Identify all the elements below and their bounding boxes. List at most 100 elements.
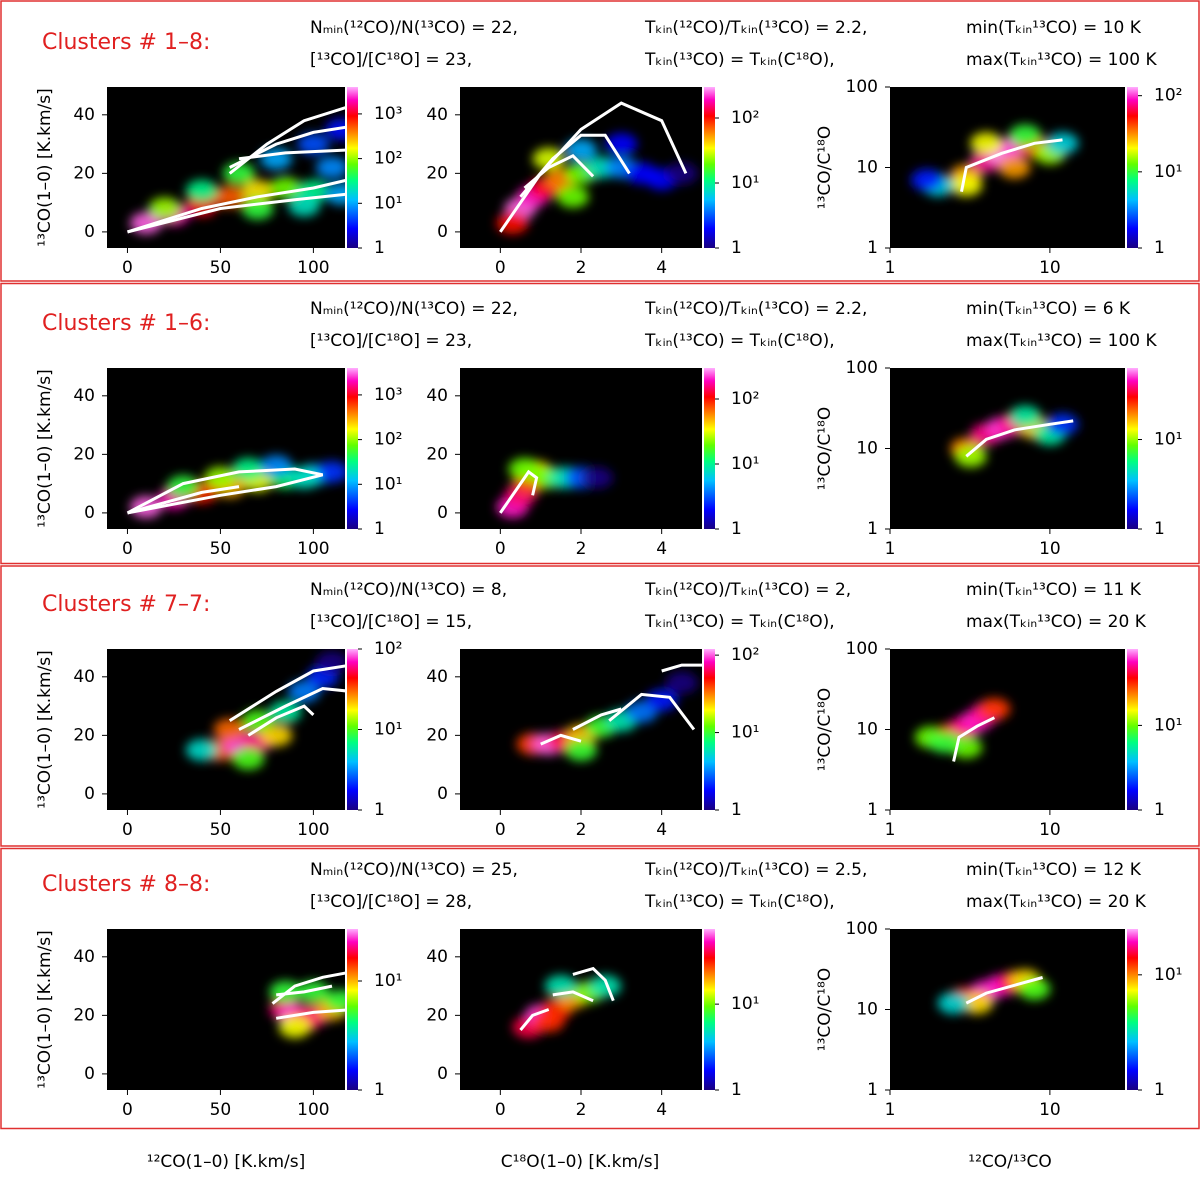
model-curve — [572, 707, 622, 731]
density-cell — [260, 724, 293, 747]
row-param: Tₖᵢₙ(¹²CO)/Tₖᵢₙ(¹³CO) = 2, — [644, 580, 851, 600]
colorbar-tick-label: 1 — [731, 1080, 742, 1100]
model-curve — [127, 192, 345, 234]
y-tick-label: 40 — [426, 947, 448, 967]
density-cell — [496, 212, 529, 235]
row-param: max(Tₖᵢₙ¹³CO) = 20 K — [966, 612, 1147, 632]
y-tick-label: 1 — [867, 1080, 878, 1100]
colorbar-tick-label: 1 — [1154, 519, 1165, 539]
x-tick-label: 4 — [656, 820, 667, 840]
density-cell — [1046, 132, 1079, 155]
colorbar-tick-label: 10² — [731, 108, 759, 128]
row-title: Clusters # 8–8: — [42, 872, 210, 897]
density-cell — [910, 168, 943, 191]
colorbar-tick-label: 10² — [731, 389, 759, 409]
density-cell — [260, 455, 293, 478]
density-cell — [556, 185, 589, 208]
y-axis-label: ¹³CO/C¹⁸O — [815, 126, 835, 210]
y-tick-label: 0 — [84, 1064, 95, 1084]
x-tick-label: 0 — [122, 820, 133, 840]
colorbar-tick-label: 1 — [374, 1080, 385, 1100]
x-tick-label: 100 — [297, 1100, 329, 1120]
row-param: Tₖᵢₙ(¹²CO)/Tₖᵢₙ(¹³CO) = 2.5, — [644, 860, 867, 880]
x-tick-label: 1 — [885, 539, 896, 559]
plot-area — [890, 929, 1125, 1090]
y-tick-label: 40 — [426, 105, 448, 125]
density-cell — [232, 457, 265, 480]
x-tick-label: 0 — [495, 539, 506, 559]
x-tick-label: 1 — [885, 258, 896, 278]
x-tick-label: 0 — [122, 1100, 133, 1120]
x-tick-label: 2 — [576, 820, 587, 840]
y-tick-label: 0 — [437, 503, 448, 523]
colorbar-tick-label: 10¹ — [1154, 162, 1182, 182]
y-tick-label: 0 — [437, 222, 448, 242]
density — [496, 457, 614, 519]
x-axis-label: ¹²CO/¹³CO — [968, 1152, 1052, 1172]
density — [516, 663, 702, 761]
colorbar — [1127, 87, 1138, 248]
x-tick-label: 4 — [656, 258, 667, 278]
colorbar-tick-label: 10¹ — [374, 474, 402, 494]
colorbar-tick-label: 1 — [1154, 800, 1165, 820]
model-curve — [228, 664, 345, 722]
x-tick-label: 10 — [1039, 1100, 1061, 1120]
colorbar-tick-label: 10³ — [374, 104, 402, 124]
density-cell — [960, 992, 993, 1015]
y-tick-label: 100 — [846, 77, 878, 97]
colorbar-tick-label: 10¹ — [1154, 715, 1182, 735]
density-blobs — [269, 980, 345, 1039]
density-cell — [978, 697, 1011, 720]
colorbar-tick-label: 10¹ — [374, 193, 402, 213]
colorbar — [347, 368, 358, 529]
y-tick-label: 20 — [73, 163, 95, 183]
density — [126, 455, 345, 519]
model-curve — [952, 716, 996, 762]
y-tick-label: 0 — [84, 222, 95, 242]
y-tick-label: 40 — [426, 667, 448, 687]
row-param: [¹³CO]/[C¹⁸O] = 28, — [310, 892, 472, 912]
model-curve — [540, 733, 582, 746]
x-tick-label: 2 — [576, 539, 587, 559]
y-tick-label: 1 — [867, 238, 878, 258]
row-param: [¹³CO]/[C¹⁸O] = 15, — [310, 612, 472, 632]
colorbar-tick-label: 10¹ — [374, 971, 402, 991]
density-cell — [970, 132, 1003, 155]
x-tick-label: 0 — [122, 539, 133, 559]
y-tick-label: 0 — [84, 784, 95, 804]
y-tick-label: 10 — [856, 720, 878, 740]
row-param: min(Tₖᵢₙ¹³CO) = 6 K — [966, 299, 1131, 319]
density-cell — [288, 680, 321, 703]
density-cell — [185, 179, 218, 202]
colorbar-tick-label: 10² — [374, 149, 402, 169]
colorbar-tick-label: 1 — [731, 800, 742, 820]
y-axis-label: ¹³CO/C¹⁸O — [815, 968, 835, 1052]
x-tick-label: 100 — [297, 539, 329, 559]
y-axis-label: ¹³CO(1–0) [K.km/s] — [35, 369, 55, 528]
y-tick-label: 100 — [846, 358, 878, 378]
y-tick-label: 1 — [867, 800, 878, 820]
density-cell — [1009, 405, 1042, 428]
colorbar-tick-label: 1 — [374, 800, 385, 820]
y-tick-label: 20 — [426, 725, 448, 745]
density-cell — [589, 975, 622, 998]
y-tick-label: 10 — [856, 439, 878, 459]
y-tick-label: 20 — [73, 725, 95, 745]
density-cell — [532, 1010, 565, 1033]
x-tick-label: 4 — [656, 1100, 667, 1120]
row-param: min(Tₖᵢₙ¹³CO) = 12 K — [966, 860, 1142, 880]
colorbar-tick-label: 10³ — [374, 385, 402, 405]
density — [185, 651, 345, 770]
colorbar — [347, 929, 358, 1090]
colorbar-tick-label: 1 — [731, 238, 742, 258]
y-tick-label: 40 — [73, 105, 95, 125]
row-param: Tₖᵢₙ(¹³CO) = Tₖᵢₙ(C¹⁸O), — [644, 612, 835, 632]
model-curve — [499, 469, 539, 514]
model-curve — [127, 178, 345, 234]
density-cell — [665, 671, 698, 694]
x-tick-label: 2 — [576, 1100, 587, 1120]
row-frame — [0, 282, 1200, 565]
row-param: Nₘᵢₙ(¹²CO)/N(¹³CO) = 25, — [310, 860, 518, 880]
colorbar-tick-label: 10² — [731, 645, 759, 665]
